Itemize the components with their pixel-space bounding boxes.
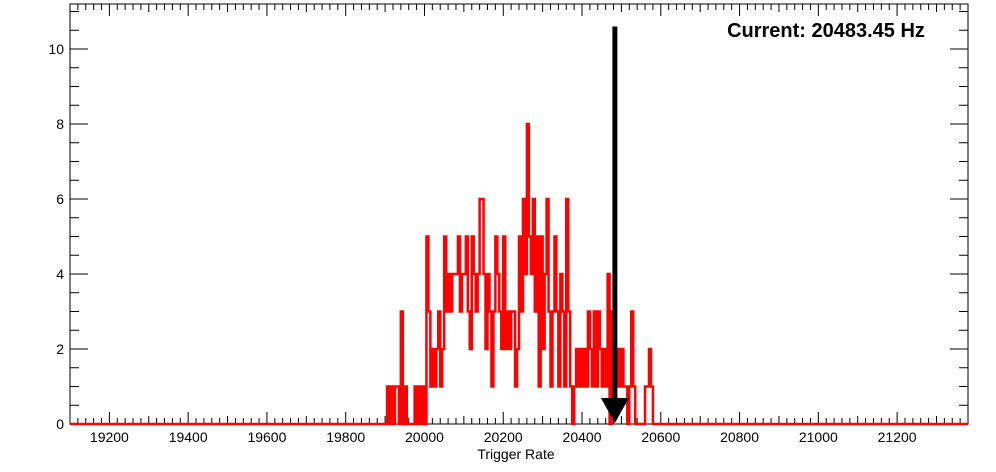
histogram-series [70,122,968,426]
histogram-line [70,122,968,426]
plot-frame [69,3,969,425]
x-tick-label: 21000 [799,429,838,445]
x-tick-label: 21200 [878,429,917,445]
x-axis-title: Trigger Rate [477,446,555,462]
arrow-head [600,398,629,423]
x-tick-label: 20800 [720,429,759,445]
x-tick-label: 19200 [90,429,129,445]
current-value-arrow [600,26,629,423]
y-tick-label: 8 [56,116,64,132]
x-tick-label: 20600 [641,429,680,445]
x-tick-label: 20200 [484,429,523,445]
x-tick-label: 19600 [247,429,286,445]
y-tick-label: 10 [48,41,64,57]
y-axis: 0 2 4 6 8 10 [48,11,968,432]
x-tick-label: 19800 [326,429,365,445]
x-axis: 19200 19400 19600 19800 20000 20200 20400 20600… [69,4,969,445]
x-tick-label: 19400 [169,429,208,445]
x-tick-label: 20000 [405,429,444,445]
y-tick-label: 4 [56,266,64,282]
y-tick-label: 0 [56,416,64,432]
y-tick-label: 2 [56,341,64,357]
current-rate-label: Current: 20483.45 Hz [727,20,925,42]
y-tick-label: 6 [56,191,64,207]
x-tick-label: 20400 [563,429,602,445]
